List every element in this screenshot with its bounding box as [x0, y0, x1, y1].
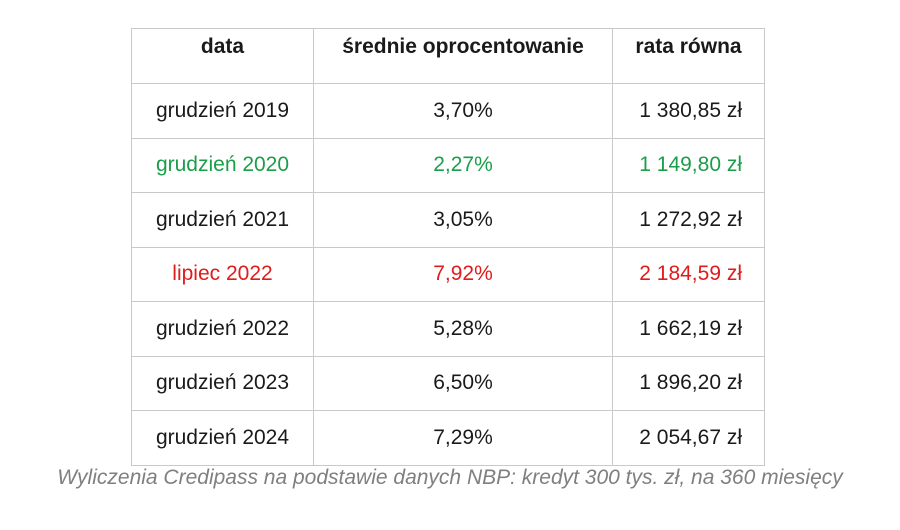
- cell-date: grudzień 2020: [132, 138, 314, 193]
- cell-payment: 1 149,80 zł: [613, 138, 765, 193]
- cell-rate: 3,05%: [314, 193, 613, 248]
- table-row: grudzień 2023 6,50% 1 896,20 zł: [132, 356, 765, 411]
- table-row: grudzień 2021 3,05% 1 272,92 zł: [132, 193, 765, 248]
- table-row: grudzień 2020 2,27% 1 149,80 zł: [132, 138, 765, 193]
- cell-rate: 6,50%: [314, 356, 613, 411]
- cell-payment: 1 272,92 zł: [613, 193, 765, 248]
- table-row: grudzień 2024 7,29% 2 054,67 zł: [132, 411, 765, 466]
- cell-date: lipiec 2022: [132, 247, 314, 302]
- cell-date: grudzień 2021: [132, 193, 314, 248]
- cell-payment: 1 896,20 zł: [613, 356, 765, 411]
- table-row: lipiec 2022 7,92% 2 184,59 zł: [132, 247, 765, 302]
- cell-date: grudzień 2023: [132, 356, 314, 411]
- rates-table: data średnie oprocentowanie rata równa g…: [131, 28, 765, 466]
- header-average-rate: średnie oprocentowanie: [314, 29, 613, 84]
- cell-rate: 7,29%: [314, 411, 613, 466]
- table-row: grudzień 2019 3,70% 1 380,85 zł: [132, 84, 765, 139]
- cell-payment: 2 054,67 zł: [613, 411, 765, 466]
- header-equal-installment: rata równa: [613, 29, 765, 84]
- rates-table-container: data średnie oprocentowanie rata równa g…: [131, 28, 764, 466]
- cell-rate: 3,70%: [314, 84, 613, 139]
- cell-rate: 5,28%: [314, 302, 613, 357]
- source-caption: Wyliczenia Credipass na podstawie danych…: [0, 466, 900, 490]
- cell-rate: 7,92%: [314, 247, 613, 302]
- cell-payment: 2 184,59 zł: [613, 247, 765, 302]
- cell-date: grudzień 2019: [132, 84, 314, 139]
- cell-rate: 2,27%: [314, 138, 613, 193]
- table-row: grudzień 2022 5,28% 1 662,19 zł: [132, 302, 765, 357]
- cell-date: grudzień 2022: [132, 302, 314, 357]
- cell-date: grudzień 2024: [132, 411, 314, 466]
- header-date: data: [132, 29, 314, 84]
- cell-payment: 1 662,19 zł: [613, 302, 765, 357]
- cell-payment: 1 380,85 zł: [613, 84, 765, 139]
- table-header-row: data średnie oprocentowanie rata równa: [132, 29, 765, 84]
